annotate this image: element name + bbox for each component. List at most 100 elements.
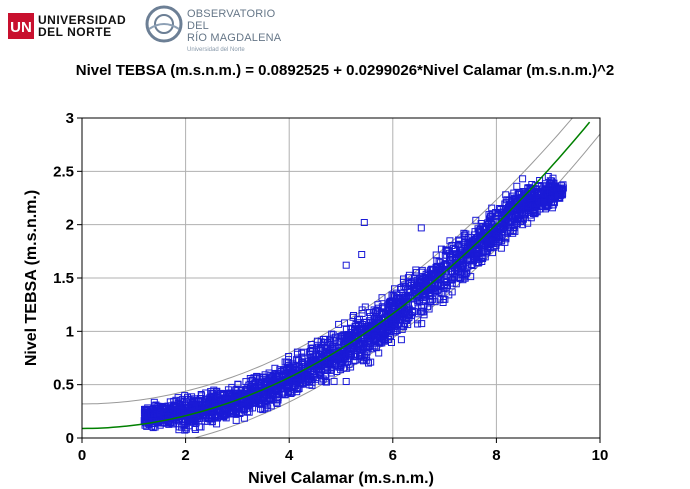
data-point xyxy=(367,358,375,366)
data-point xyxy=(330,377,338,385)
data-point xyxy=(167,402,175,410)
data-point xyxy=(513,182,521,190)
data-point xyxy=(550,199,558,207)
data-point xyxy=(502,191,510,199)
data-point xyxy=(535,182,543,189)
data-point xyxy=(375,349,383,357)
data-point xyxy=(316,346,324,354)
outlier-point xyxy=(342,261,350,269)
prediction-bands xyxy=(82,118,600,438)
data-point xyxy=(294,356,302,364)
data-point xyxy=(354,341,362,349)
data-point xyxy=(406,287,414,295)
data-point xyxy=(449,267,456,275)
data-point xyxy=(524,202,532,210)
x-tick-label: 0 xyxy=(78,447,86,464)
y-tick-label: 1 xyxy=(66,323,74,340)
outlier-point xyxy=(342,378,350,385)
data-point xyxy=(259,393,267,401)
data-point xyxy=(351,353,359,361)
data-point xyxy=(368,324,376,332)
data-point xyxy=(372,316,380,324)
data-point xyxy=(548,191,556,199)
y-tick-label: 1.5 xyxy=(53,270,74,287)
data-point xyxy=(416,283,424,291)
data-point xyxy=(470,257,478,265)
data-point xyxy=(338,332,346,340)
data-point xyxy=(472,216,480,224)
data-point xyxy=(240,414,248,422)
data-point xyxy=(374,304,382,312)
data-point xyxy=(496,205,503,212)
data-point xyxy=(347,348,355,355)
data-point xyxy=(221,411,229,419)
data-point xyxy=(387,298,395,306)
data-point xyxy=(433,257,441,265)
data-point xyxy=(498,237,506,245)
data-point xyxy=(321,335,329,343)
data-point xyxy=(396,303,404,311)
data-point xyxy=(426,267,434,275)
data-point xyxy=(364,343,372,351)
data-point xyxy=(511,227,519,235)
data-point xyxy=(396,315,404,323)
outlier-point xyxy=(358,251,366,258)
data-point xyxy=(358,306,366,314)
data-point xyxy=(419,274,427,282)
y-tick-label: 2 xyxy=(66,217,74,234)
data-point xyxy=(434,285,442,293)
x-tick-label: 10 xyxy=(592,447,609,464)
x-tick-label: 4 xyxy=(285,447,294,464)
data-point xyxy=(358,356,366,364)
data-point xyxy=(415,296,423,304)
data-point xyxy=(351,327,359,335)
data-point xyxy=(446,237,454,245)
logo2-line2: RÍO MAGDALENA xyxy=(187,32,282,44)
data-point xyxy=(497,244,505,252)
data-point xyxy=(310,370,318,378)
data-point xyxy=(485,234,493,241)
x-tick-label: 8 xyxy=(492,447,500,464)
data-point xyxy=(241,386,249,394)
data-point xyxy=(191,426,199,433)
data-point xyxy=(188,403,196,410)
data-point xyxy=(327,341,335,348)
data-point xyxy=(407,291,415,299)
data-point xyxy=(191,417,199,425)
data-point xyxy=(272,372,280,380)
data-point xyxy=(308,347,316,355)
y-tick-label: 3 xyxy=(66,110,74,127)
data-point xyxy=(279,390,287,398)
data-point xyxy=(337,354,345,362)
data-point xyxy=(317,356,325,364)
data-point xyxy=(302,373,309,381)
data-point xyxy=(337,363,345,371)
observatorio-logo-icon xyxy=(145,5,183,43)
x-tick-label: 6 xyxy=(389,447,397,464)
data-point xyxy=(197,402,204,410)
data-point xyxy=(217,389,225,397)
data-point xyxy=(381,337,389,345)
data-point xyxy=(417,292,425,300)
data-point xyxy=(515,215,523,223)
data-point xyxy=(256,378,263,386)
data-point xyxy=(341,358,349,366)
data-point xyxy=(182,425,190,433)
data-point xyxy=(414,316,422,324)
data-point xyxy=(399,278,407,286)
data-point xyxy=(405,312,413,320)
logo1-line1: UNIVERSIDAD xyxy=(38,13,127,27)
data-point xyxy=(485,217,493,225)
data-point xyxy=(262,374,270,382)
data-point xyxy=(401,308,409,316)
data-point xyxy=(431,298,439,306)
data-point xyxy=(448,288,456,296)
data-point xyxy=(230,404,238,412)
data-point xyxy=(295,385,303,392)
data-point xyxy=(269,386,277,394)
data-point xyxy=(459,276,467,284)
data-point xyxy=(506,223,514,231)
data-point xyxy=(336,337,344,345)
logo2-line1: OBSERVATORIO DEL xyxy=(187,8,276,32)
data-point xyxy=(441,295,449,303)
